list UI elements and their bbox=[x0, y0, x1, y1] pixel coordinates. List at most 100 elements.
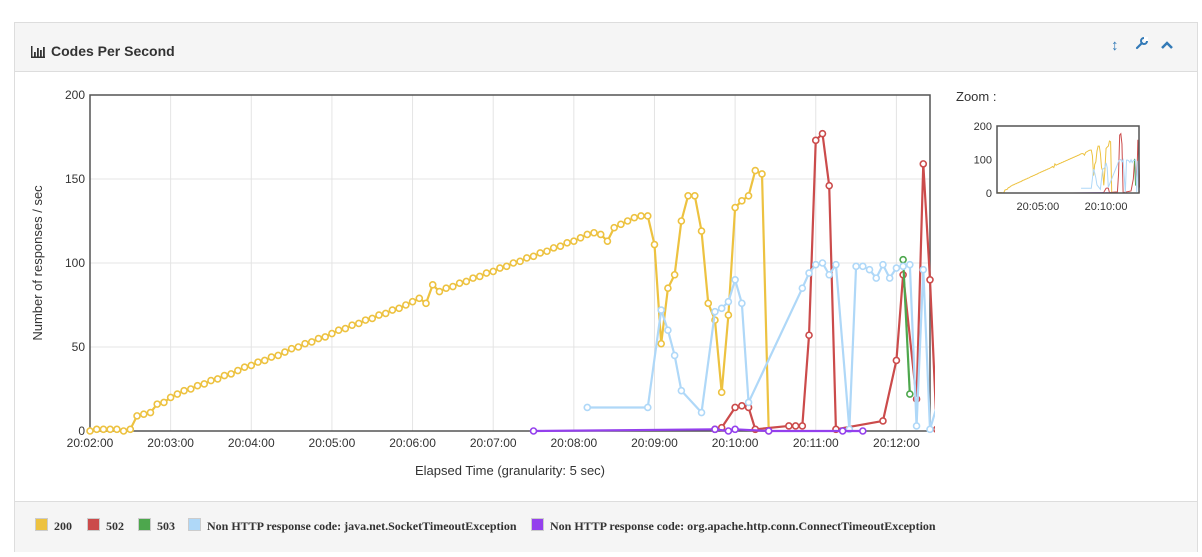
data-point bbox=[543, 247, 551, 256]
data-point bbox=[677, 217, 686, 225]
panel-heading: Codes Per Second ↕ bbox=[15, 23, 1197, 72]
data-point bbox=[919, 160, 928, 168]
data-point bbox=[516, 257, 524, 266]
legend-swatch-503 bbox=[138, 518, 151, 531]
data-point bbox=[825, 270, 834, 279]
data-point bbox=[415, 294, 424, 303]
zoom-y-tick-label: 0 bbox=[986, 188, 992, 200]
legend-swatch-connect-timeout bbox=[531, 518, 544, 531]
data-point bbox=[395, 304, 403, 313]
x-tick-label: 20:09:00 bbox=[631, 436, 678, 450]
zoom-y-tick-label: 200 bbox=[974, 121, 992, 133]
data-point bbox=[213, 375, 222, 383]
wrench-icon[interactable] bbox=[1135, 37, 1148, 54]
zoom-series-line-2 bbox=[1133, 158, 1137, 186]
data-point bbox=[805, 269, 813, 277]
data-point bbox=[260, 356, 269, 365]
data-point bbox=[522, 254, 531, 262]
legend-item-502[interactable]: 502 bbox=[87, 518, 124, 534]
data-point bbox=[113, 425, 121, 434]
data-point bbox=[328, 329, 336, 338]
legend-item-socket-timeout[interactable]: Non HTTP response code: java.net.SocketT… bbox=[188, 518, 517, 534]
data-point bbox=[234, 366, 242, 375]
x-tick-label: 20:05:00 bbox=[309, 436, 356, 450]
data-point bbox=[287, 344, 296, 353]
data-point bbox=[482, 269, 491, 277]
data-point bbox=[334, 326, 343, 334]
data-point bbox=[731, 276, 739, 284]
y-tick-label: 100 bbox=[65, 256, 85, 270]
data-point bbox=[852, 262, 860, 271]
data-point bbox=[388, 306, 397, 314]
data-point bbox=[879, 417, 887, 425]
data-point bbox=[623, 217, 632, 225]
data-point bbox=[469, 274, 477, 282]
data-point bbox=[556, 242, 565, 250]
data-point bbox=[670, 351, 679, 360]
data-point bbox=[341, 324, 350, 333]
legend-item-200[interactable]: 200 bbox=[35, 518, 72, 534]
data-point bbox=[475, 272, 484, 281]
data-point bbox=[664, 284, 672, 292]
data-point bbox=[314, 334, 323, 343]
data-point bbox=[92, 425, 101, 434]
data-point bbox=[119, 427, 128, 435]
data-point bbox=[160, 398, 168, 407]
data-point bbox=[811, 136, 820, 145]
data-point bbox=[872, 274, 881, 282]
data-point bbox=[180, 386, 188, 395]
data-point bbox=[133, 412, 141, 420]
data-point bbox=[811, 260, 820, 269]
x-tick-label: 20:06:00 bbox=[389, 436, 436, 450]
data-point bbox=[912, 422, 921, 430]
chevron-up-icon[interactable] bbox=[1161, 37, 1173, 54]
data-point bbox=[348, 321, 356, 329]
data-point bbox=[657, 339, 666, 348]
data-point bbox=[879, 260, 887, 269]
panel-title-text: Codes Per Second bbox=[51, 43, 175, 59]
x-tick-label: 20:11:00 bbox=[793, 436, 839, 450]
legend-item-connect-timeout[interactable]: Non HTTP response code: org.apache.http.… bbox=[531, 518, 936, 534]
data-point bbox=[254, 358, 262, 366]
data-point bbox=[711, 307, 719, 316]
data-point bbox=[751, 166, 760, 175]
x-tick-label: 20:03:00 bbox=[147, 436, 194, 450]
data-point bbox=[798, 284, 807, 292]
data-point bbox=[435, 287, 444, 296]
data-point bbox=[462, 277, 471, 286]
data-point bbox=[428, 281, 437, 289]
legend-label: Non HTTP response code: org.apache.http.… bbox=[550, 519, 936, 533]
zoom-plot-frame bbox=[996, 125, 1140, 194]
main-chart[interactable]: 0 50 100 150 200 20:02:00 20:03:00 20:04:00 20:0… bbox=[15, 83, 935, 503]
data-point bbox=[832, 260, 840, 269]
x-tick-label: 20:12:00 bbox=[873, 436, 920, 450]
data-point bbox=[153, 400, 161, 408]
data-point bbox=[583, 230, 592, 239]
data-point bbox=[697, 408, 706, 417]
data-point bbox=[106, 425, 114, 434]
data-point bbox=[885, 274, 894, 282]
x-tick-label: 20:10:00 bbox=[712, 436, 759, 450]
zoom-series-line-3 bbox=[1081, 158, 1140, 193]
resize-vertical-icon[interactable]: ↕ bbox=[1111, 37, 1119, 54]
data-point bbox=[670, 270, 679, 279]
zoom-overview-chart[interactable]: 0 100 200 20:05:00 20:10:00 bbox=[950, 115, 1140, 215]
legend-item-503[interactable]: 503 bbox=[138, 518, 175, 534]
data-point bbox=[738, 401, 746, 410]
data-point bbox=[146, 408, 155, 417]
legend-swatch-200 bbox=[35, 518, 48, 531]
zoom-series-line-0 bbox=[996, 140, 1113, 194]
data-point bbox=[509, 259, 518, 267]
data-point bbox=[173, 390, 182, 398]
data-point bbox=[825, 181, 834, 190]
legend-label: Non HTTP response code: java.net.SocketT… bbox=[207, 519, 517, 533]
data-point bbox=[697, 227, 706, 235]
data-point bbox=[630, 213, 639, 222]
data-point bbox=[166, 393, 175, 402]
data-point bbox=[643, 403, 652, 412]
data-point bbox=[86, 427, 94, 435]
data-point bbox=[858, 427, 867, 435]
data-point bbox=[744, 398, 753, 407]
data-point bbox=[570, 237, 578, 245]
data-point bbox=[267, 353, 276, 361]
